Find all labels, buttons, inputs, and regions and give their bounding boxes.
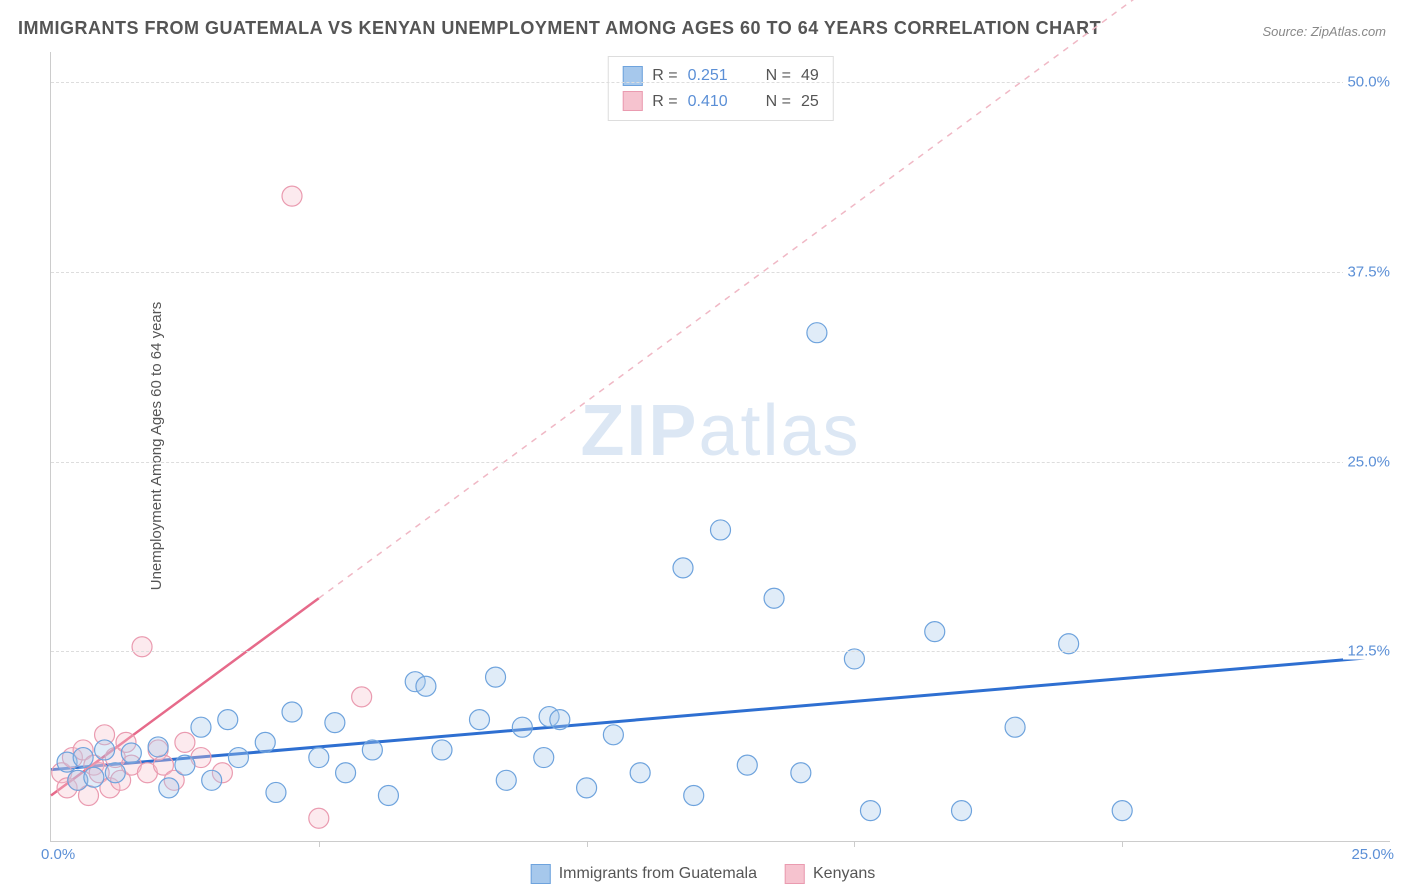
gridline bbox=[51, 651, 1390, 652]
chart-title: IMMIGRANTS FROM GUATEMALA VS KENYAN UNEM… bbox=[18, 18, 1101, 39]
gridline bbox=[51, 272, 1390, 273]
legend-swatch bbox=[622, 91, 642, 111]
scatter-point bbox=[282, 186, 302, 206]
x-tick-mark bbox=[587, 841, 588, 847]
trend-line bbox=[51, 656, 1390, 770]
scatter-point bbox=[105, 763, 125, 783]
scatter-point bbox=[952, 801, 972, 821]
x-tick-mark bbox=[319, 841, 320, 847]
scatter-point bbox=[577, 778, 597, 798]
scatter-point bbox=[711, 520, 731, 540]
scatter-point bbox=[159, 778, 179, 798]
scatter-point bbox=[512, 717, 532, 737]
x-tick-end: 25.0% bbox=[1351, 846, 1394, 863]
legend-n-label: N = bbox=[766, 89, 791, 115]
scatter-point bbox=[282, 702, 302, 722]
scatter-point bbox=[469, 710, 489, 730]
gridline bbox=[51, 82, 1390, 83]
scatter-point bbox=[684, 785, 704, 805]
scatter-point bbox=[534, 748, 554, 768]
scatter-point bbox=[550, 710, 570, 730]
legend-top: R = 0.251 N = 49 R = 0.410 N = 25 bbox=[607, 56, 833, 121]
x-tick-origin: 0.0% bbox=[41, 846, 75, 863]
scatter-point bbox=[486, 667, 506, 687]
scatter-point bbox=[336, 763, 356, 783]
y-tick-label: 12.5% bbox=[1343, 643, 1394, 660]
legend-n-value: 49 bbox=[801, 63, 819, 89]
scatter-point bbox=[352, 687, 372, 707]
scatter-point bbox=[673, 558, 693, 578]
y-tick-label: 50.0% bbox=[1343, 74, 1394, 91]
gridline bbox=[51, 462, 1390, 463]
legend-top-row: R = 0.410 N = 25 bbox=[622, 89, 818, 115]
scatter-point bbox=[432, 740, 452, 760]
scatter-point bbox=[148, 737, 168, 757]
scatter-point bbox=[362, 740, 382, 760]
scatter-point bbox=[496, 770, 516, 790]
scatter-point bbox=[175, 755, 195, 775]
scatter-point bbox=[218, 710, 238, 730]
scatter-point bbox=[603, 725, 623, 745]
legend-swatch bbox=[531, 864, 551, 884]
scatter-point bbox=[266, 782, 286, 802]
legend-r-label: R = bbox=[652, 63, 677, 89]
legend-top-row: R = 0.251 N = 49 bbox=[622, 63, 818, 89]
legend-swatch bbox=[785, 864, 805, 884]
x-tick-mark bbox=[1122, 841, 1123, 847]
scatter-point bbox=[764, 588, 784, 608]
scatter-point bbox=[95, 740, 115, 760]
scatter-point bbox=[737, 755, 757, 775]
scatter-point bbox=[860, 801, 880, 821]
scatter-point bbox=[325, 713, 345, 733]
y-tick-label: 25.0% bbox=[1343, 453, 1394, 470]
plot-area: ZIPatlas R =0.251N =49R =0.410N =25 0.0%… bbox=[50, 52, 1390, 842]
scatter-point bbox=[1005, 717, 1025, 737]
scatter-point bbox=[791, 763, 811, 783]
scatter-point bbox=[378, 785, 398, 805]
scatter-point bbox=[255, 732, 275, 752]
scatter-point bbox=[416, 676, 436, 696]
scatter-point bbox=[630, 763, 650, 783]
scatter-point bbox=[84, 767, 104, 787]
legend-n-value: 25 bbox=[801, 89, 819, 115]
scatter-point bbox=[309, 808, 329, 828]
legend-r-value: 0.410 bbox=[688, 89, 746, 115]
scatter-point bbox=[925, 622, 945, 642]
scatter-point bbox=[202, 770, 222, 790]
legend-bottom: Immigrants from Guatemala Kenyans bbox=[531, 864, 876, 884]
source-attribution: Source: ZipAtlas.com bbox=[1262, 24, 1386, 39]
scatter-point bbox=[175, 732, 195, 752]
legend-r-label: R = bbox=[652, 89, 677, 115]
legend-bottom-item: Kenyans bbox=[785, 864, 875, 884]
x-tick-mark bbox=[854, 841, 855, 847]
scatter-point bbox=[228, 748, 248, 768]
legend-bottom-item: Immigrants from Guatemala bbox=[531, 864, 757, 884]
scatter-point bbox=[73, 748, 93, 768]
legend-n-label: N = bbox=[766, 63, 791, 89]
chart-svg bbox=[51, 52, 1390, 841]
scatter-point bbox=[309, 748, 329, 768]
legend-series-label: Immigrants from Guatemala bbox=[559, 865, 757, 883]
scatter-point bbox=[132, 637, 152, 657]
scatter-point bbox=[121, 743, 141, 763]
scatter-point bbox=[191, 717, 211, 737]
scatter-point bbox=[807, 323, 827, 343]
legend-r-value: 0.251 bbox=[688, 63, 746, 89]
scatter-point bbox=[1112, 801, 1132, 821]
legend-series-label: Kenyans bbox=[813, 865, 875, 883]
y-tick-label: 37.5% bbox=[1343, 264, 1394, 281]
